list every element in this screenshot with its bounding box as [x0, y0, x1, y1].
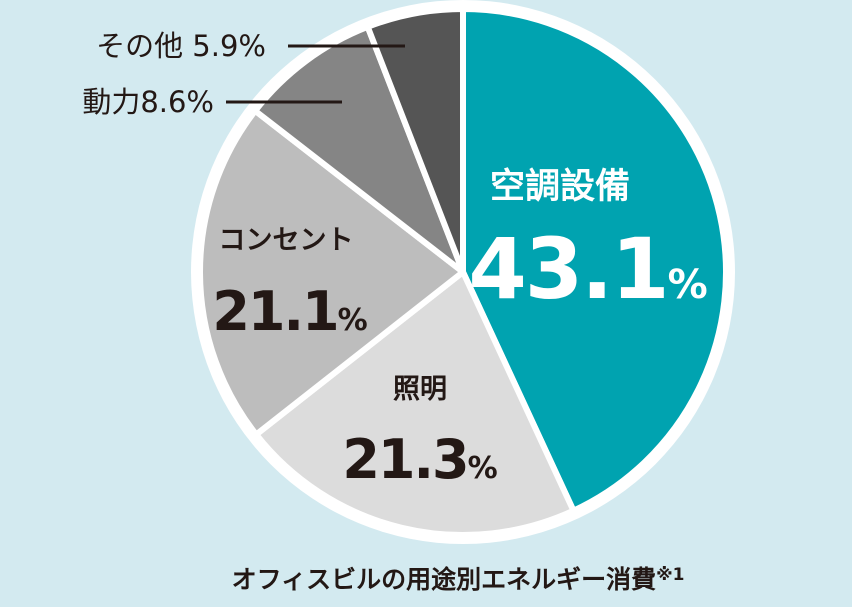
pie-slice	[253, 269, 577, 538]
slice-outer-label: 動力8.6%	[82, 85, 214, 119]
slice-value-number: 43.1	[468, 220, 667, 318]
caption-main: オフィスビルの用途別エネルギー消費	[232, 565, 657, 594]
pie-slice	[197, 107, 466, 438]
slice-name-label: 照明	[393, 374, 447, 405]
slice-value-label: 21.3%	[342, 428, 497, 491]
slice-name-label: コンセント	[219, 225, 354, 256]
slice-value-number: 21.1	[212, 280, 337, 343]
pie-slices	[197, 6, 729, 538]
caption-note: ※1	[656, 565, 684, 585]
pie-slice	[252, 23, 466, 275]
slice-value-unit: %	[668, 262, 708, 308]
chart-caption: オフィスビルの用途別エネルギー消費※1	[232, 565, 685, 594]
slice-value-label: 43.1%	[468, 220, 707, 318]
slice-value-number: 21.3	[342, 428, 467, 491]
slice-value-unit: %	[468, 451, 498, 486]
slice-name-label: 空調設備	[490, 167, 630, 207]
slice-value-unit: %	[338, 303, 368, 338]
slice-outer-label: その他 5.9%	[96, 29, 266, 63]
slice-value-label: 21.1%	[212, 280, 367, 343]
pie-slice	[460, 6, 729, 514]
pie-slice	[364, 6, 466, 275]
slice-labels: 空調設備 43.1% 照明 21.3% コンセント 21.1% 動力8.6% その他 5.9%	[82, 29, 707, 491]
